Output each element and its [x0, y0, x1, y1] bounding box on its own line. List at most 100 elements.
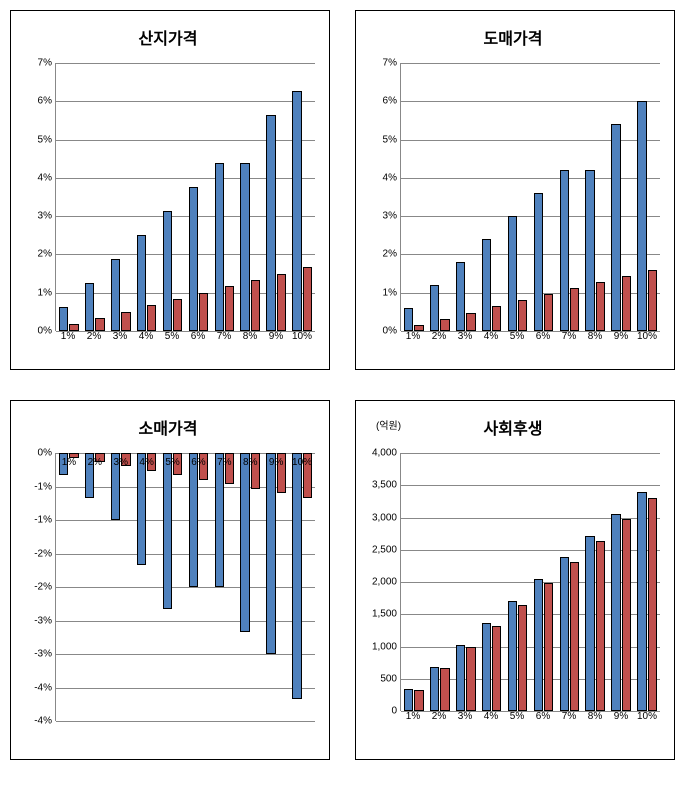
bar: [59, 307, 68, 331]
gridline: [56, 688, 315, 689]
x-tick-label: 5%: [165, 457, 179, 468]
bar: [414, 690, 423, 711]
bar: [508, 601, 517, 711]
y-tick-label: 3,000: [372, 512, 401, 523]
plot-area: 0%-1%-1%-2%-2%-3%-3%-4%-4%1%2%3%4%5%6%7%…: [55, 453, 315, 721]
bar: [466, 647, 475, 711]
y-tick-label: 4,000: [372, 448, 401, 459]
bar: [544, 294, 553, 331]
gridline: [401, 453, 660, 454]
x-tick-label: 3%: [458, 711, 472, 722]
bar: [266, 115, 275, 331]
bar: [492, 306, 501, 331]
y-tick-label: 1%: [383, 287, 401, 298]
y-tick-label: 7%: [38, 58, 56, 69]
chart-grid: 산지가격0%1%2%3%4%5%6%7%1%2%3%4%5%6%7%8%9%10…: [10, 10, 675, 760]
gridline: [56, 621, 315, 622]
x-tick-label: 10%: [637, 711, 657, 722]
x-axis: 1%2%3%4%5%6%7%8%9%10%: [400, 711, 660, 729]
bar: [404, 689, 413, 711]
bar: [637, 101, 646, 331]
gridline: [56, 520, 315, 521]
gridline: [56, 587, 315, 588]
y-tick-label: 500: [380, 673, 401, 684]
y-tick-label: 0%: [383, 326, 401, 337]
spacer: [17, 721, 319, 739]
gridline: [401, 485, 660, 486]
gridline: [56, 254, 315, 255]
gridline: [56, 140, 315, 141]
x-tick-label: 9%: [269, 457, 283, 468]
bar: [404, 308, 413, 331]
gridline: [56, 178, 315, 179]
y-tick-label: 3%: [38, 211, 56, 222]
bar: [560, 557, 569, 711]
bar: [163, 453, 172, 609]
gridline: [56, 101, 315, 102]
y-tick-label: 2,000: [372, 577, 401, 588]
gridline: [401, 254, 660, 255]
x-tick-label: 4%: [484, 711, 498, 722]
x-tick-label: 1%: [406, 331, 420, 342]
gridline: [56, 63, 315, 64]
bar: [648, 270, 657, 331]
y-tick-label: -3%: [34, 615, 56, 626]
bar: [585, 170, 594, 331]
y-tick-label: -4%: [34, 682, 56, 693]
bar: [456, 262, 465, 331]
chart-title-row: 산지가격: [17, 25, 319, 49]
bar: [199, 293, 208, 331]
bar: [69, 324, 78, 331]
chart-title: 사회후생: [484, 421, 543, 438]
chart-title: 도매가격: [484, 31, 543, 48]
gridline: [56, 654, 315, 655]
chart3-panel: 소매가격0%-1%-1%-2%-2%-3%-3%-4%-4%1%2%3%4%5%…: [10, 400, 330, 760]
bar: [240, 163, 249, 331]
bar: [466, 313, 475, 331]
y-tick-label: -2%: [34, 548, 56, 559]
y-tick-label: 0%: [38, 326, 56, 337]
bar: [173, 299, 182, 331]
x-tick-label: 2%: [432, 331, 446, 342]
bar: [440, 319, 449, 331]
y-tick-label: 6%: [383, 96, 401, 107]
chart4-panel: (억원)사회후생05001,0001,5002,0002,5003,0003,5…: [355, 400, 675, 760]
bar: [111, 259, 120, 331]
bar: [622, 276, 631, 331]
gridline: [401, 178, 660, 179]
bar: [637, 492, 646, 711]
bar: [240, 453, 249, 632]
gridline: [401, 140, 660, 141]
x-tick-label: 2%: [87, 331, 101, 342]
gridline: [401, 101, 660, 102]
bar: [277, 274, 286, 331]
x-tick-label: 7%: [217, 331, 231, 342]
bar: [456, 645, 465, 711]
bar: [570, 288, 579, 331]
bar: [163, 211, 172, 331]
bar: [534, 193, 543, 331]
bar: [137, 235, 146, 331]
bar: [189, 453, 198, 587]
y-tick-label: -1%: [34, 481, 56, 492]
x-tick-label: 2%: [432, 711, 446, 722]
y-tick-label: 6%: [38, 96, 56, 107]
bar: [430, 285, 439, 331]
x-tick-label: 6%: [536, 711, 550, 722]
x-tick-label: 7%: [562, 331, 576, 342]
chart-title: 산지가격: [139, 31, 198, 48]
y-tick-label: 7%: [383, 58, 401, 69]
plot-area: 05001,0001,5002,0002,5003,0003,5004,000: [400, 453, 660, 711]
y-tick-label: -3%: [34, 649, 56, 660]
bar: [596, 541, 605, 711]
bar: [225, 286, 234, 331]
y-tick-label: 4%: [383, 172, 401, 183]
y-tick-label: -4%: [34, 716, 56, 727]
y-tick-label: 3,500: [372, 480, 401, 491]
gridline: [401, 216, 660, 217]
y-tick-label: 4%: [38, 172, 56, 183]
x-tick-label: 6%: [536, 331, 550, 342]
bar: [482, 623, 491, 711]
y-tick-label: 3%: [383, 211, 401, 222]
x-tick-label: 3%: [458, 331, 472, 342]
